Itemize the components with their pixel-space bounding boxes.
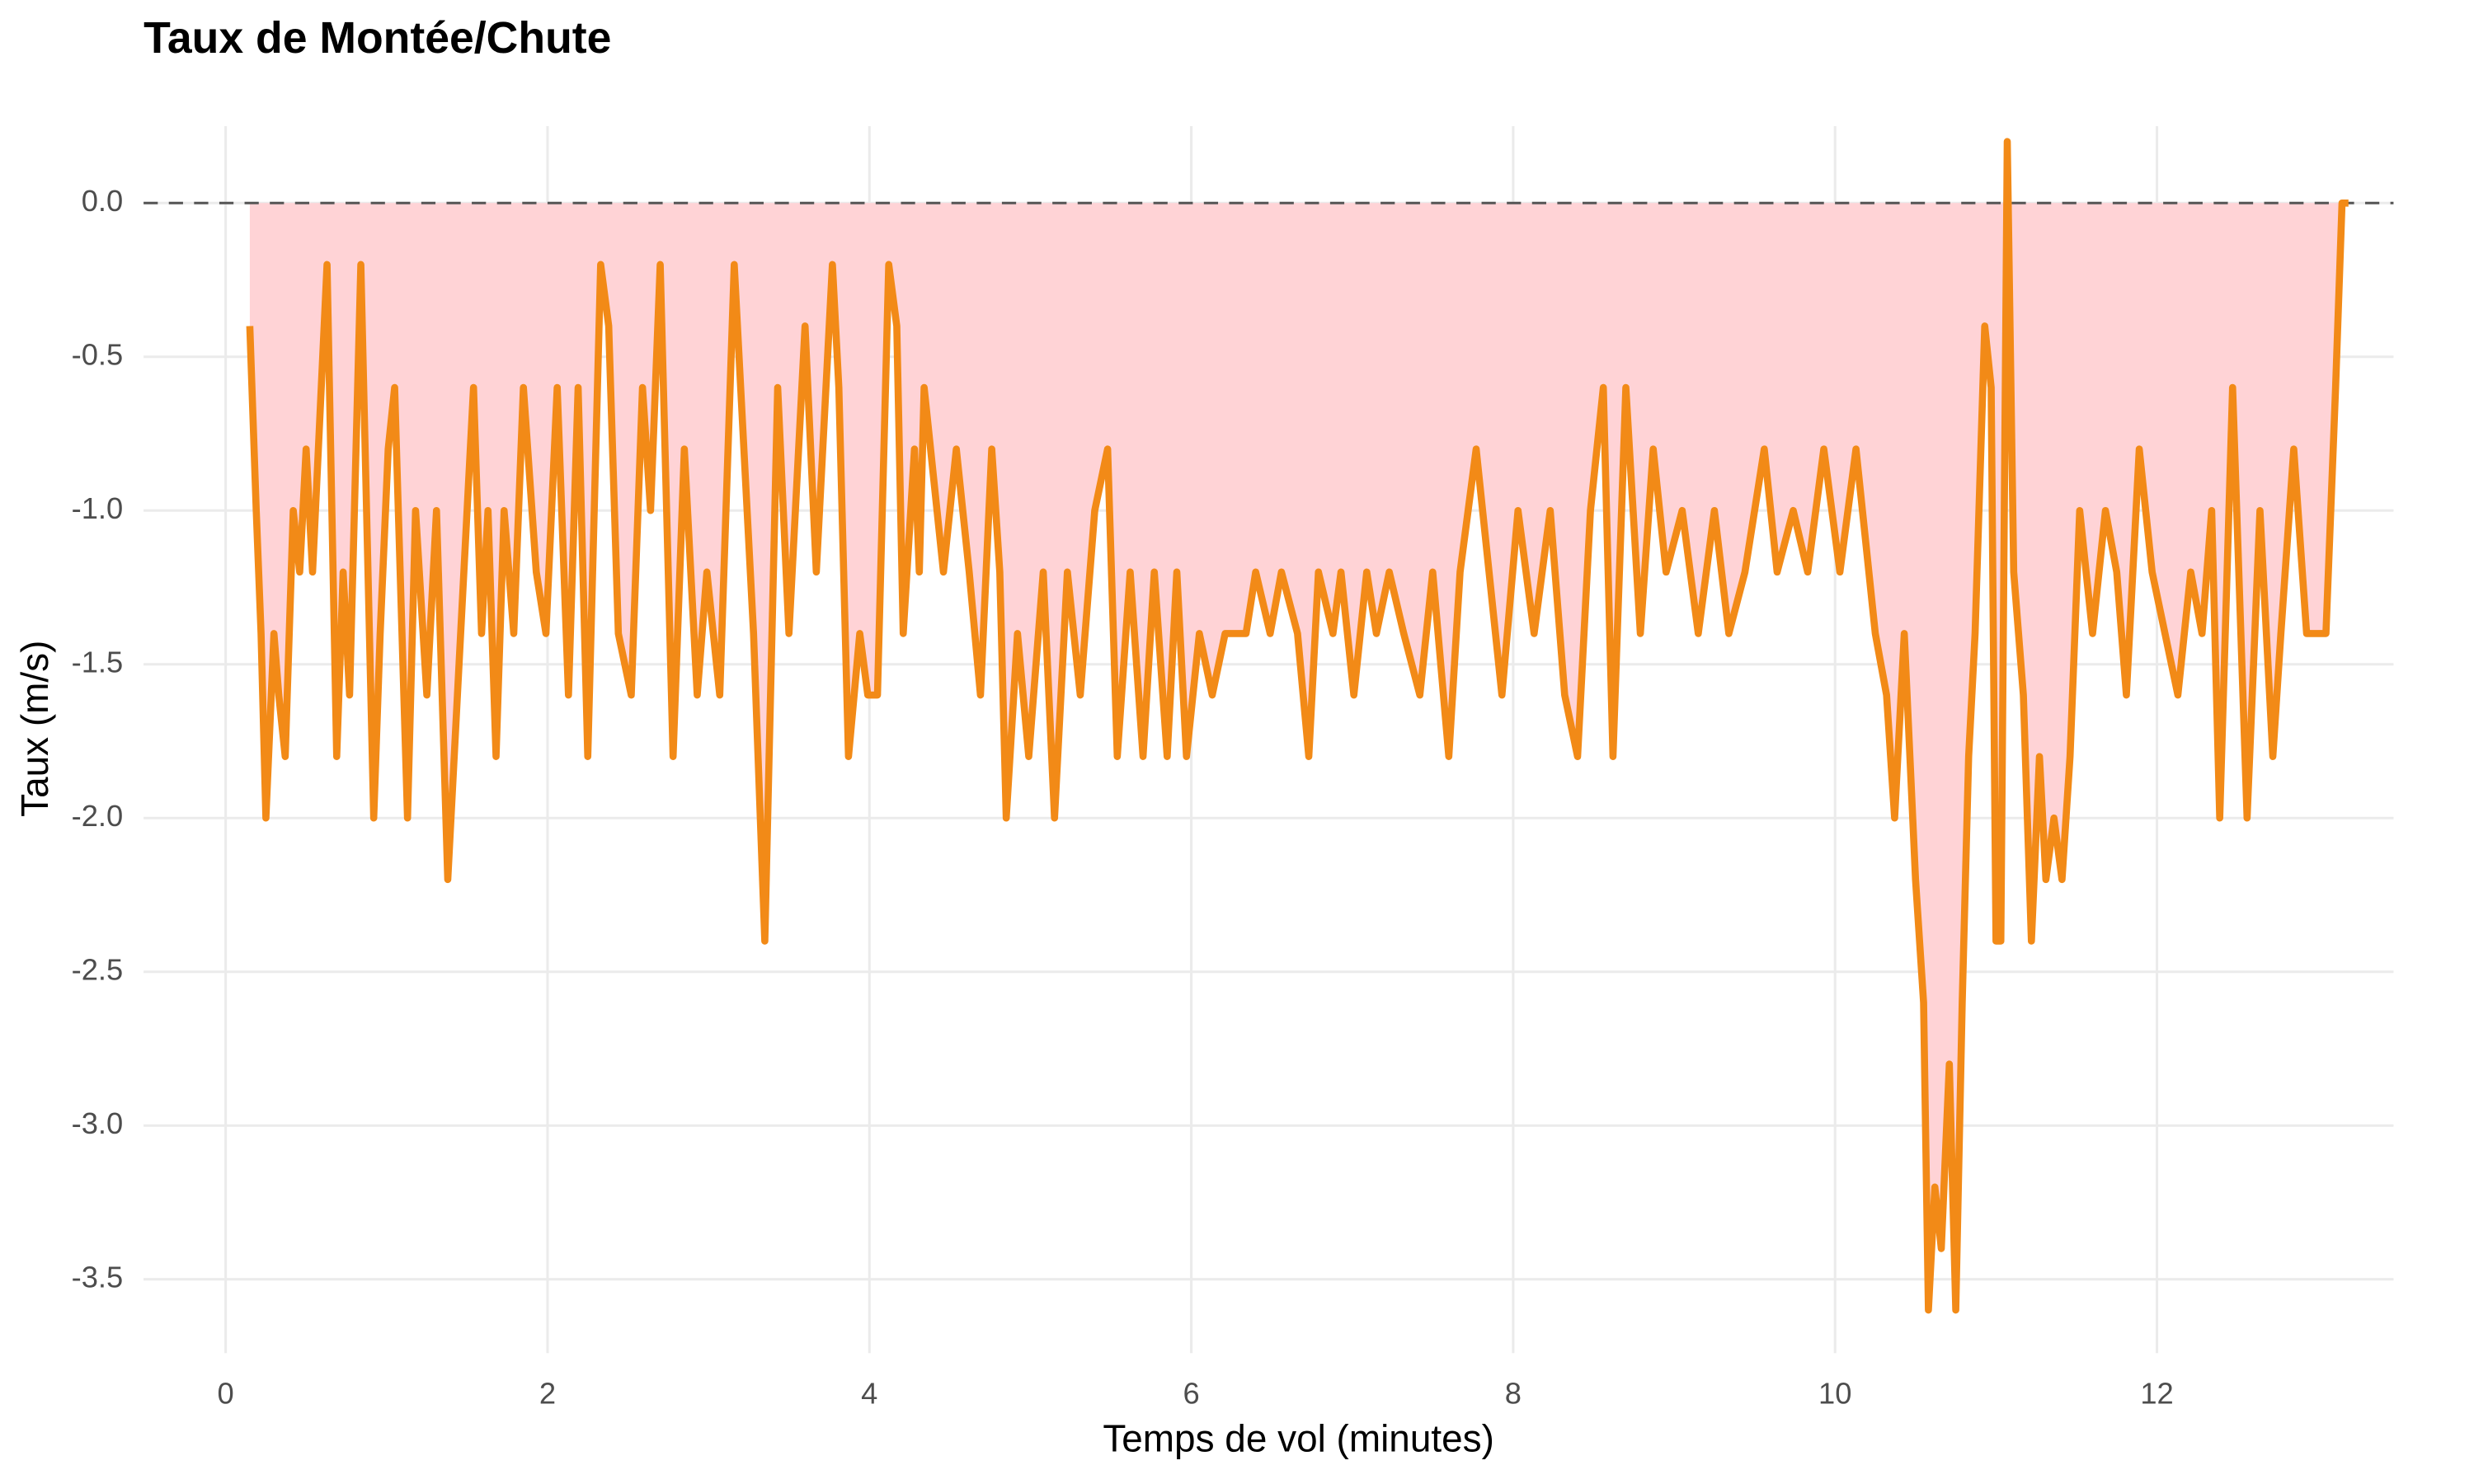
line xyxy=(246,138,2349,1314)
x-tick-label: 4 xyxy=(861,1376,877,1410)
y-tick-label: 0.0 xyxy=(82,184,124,218)
y-axis-label: Taux (m/s) xyxy=(13,641,56,817)
x-tick-label: 10 xyxy=(1818,1376,1851,1410)
y-tick-label: -0.5 xyxy=(72,337,124,371)
x-tick-label: 8 xyxy=(1505,1376,1522,1410)
y-tick-label: -2.0 xyxy=(72,799,124,833)
y-tick-label: -2.5 xyxy=(72,952,124,986)
labels: 0.0 -0.5 -1.0 -1.5 -2.0 -2.5 -3.0 -3.5 0 2 4 6 8 10 12 xyxy=(72,184,2174,1411)
x-tick-label: 12 xyxy=(2140,1376,2173,1410)
y-tick-label: -3.0 xyxy=(72,1106,124,1140)
chart-title: Taux de Montée/Chute xyxy=(143,14,611,63)
x-tick-label: 0 xyxy=(218,1376,234,1410)
y-tick-label: -1.5 xyxy=(72,645,124,679)
plot xyxy=(143,138,2394,1314)
y-tick-label: -1.0 xyxy=(72,491,124,525)
y-tick-label: -3.5 xyxy=(72,1260,124,1294)
x-axis-label: Temps de vol (minutes) xyxy=(1103,1416,1494,1459)
x-tick-label: 2 xyxy=(539,1376,556,1410)
x-tick-label: 6 xyxy=(1183,1376,1199,1410)
